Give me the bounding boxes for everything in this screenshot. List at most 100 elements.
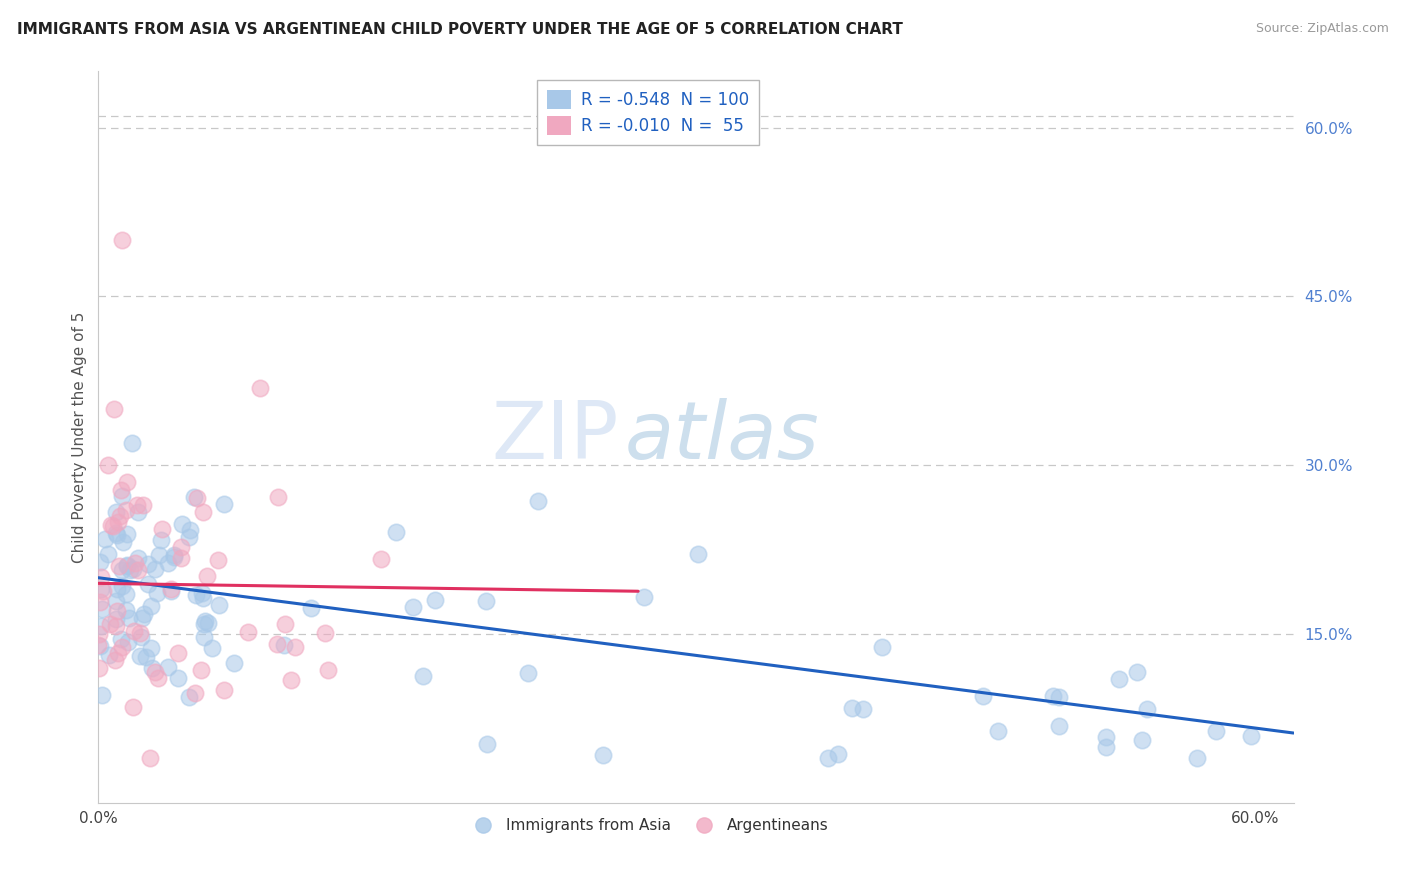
Argentineans [103,401,125,416]
Immigrants from Asia [633,590,655,604]
Immigrants from Asia [1185,751,1208,765]
Immigrants from Asia [127,505,149,519]
Immigrants from Asia [111,489,134,503]
Argentineans [249,381,271,395]
Argentineans [236,625,259,640]
Immigrants from Asia [972,689,994,703]
Immigrants from Asia [94,533,117,547]
Argentineans [139,751,162,765]
Immigrants from Asia [105,582,128,596]
Argentineans [111,640,134,654]
Argentineans [152,522,174,536]
Immigrants from Asia [827,747,849,761]
Immigrants from Asia [1205,724,1227,739]
Text: Source: ZipAtlas.com: Source: ZipAtlas.com [1256,22,1389,36]
Argentineans [170,540,193,554]
Argentineans [124,556,146,570]
Immigrants from Asia [131,611,153,625]
Argentineans [117,475,139,489]
Argentineans [87,638,110,652]
Immigrants from Asia [1042,690,1064,704]
Argentineans [110,233,132,247]
Argentineans [166,646,188,660]
Argentineans [101,519,124,533]
Immigrants from Asia [872,640,894,654]
Immigrants from Asia [299,600,322,615]
Immigrants from Asia [89,555,111,569]
Argentineans [316,663,339,677]
Immigrants from Asia [167,671,190,685]
Immigrants from Asia [110,632,132,647]
Argentineans [370,552,392,566]
Immigrants from Asia [183,490,205,504]
Immigrants from Asia [817,751,839,765]
Argentineans [146,671,169,685]
Immigrants from Asia [112,535,135,549]
Immigrants from Asia [135,649,157,664]
Immigrants from Asia [129,630,152,644]
Immigrants from Asia [121,435,143,450]
Immigrants from Asia [190,585,212,599]
Argentineans [207,552,229,566]
Text: atlas: atlas [624,398,820,476]
Immigrants from Asia [194,614,217,628]
Argentineans [193,505,215,519]
Argentineans [107,516,129,530]
Argentineans [183,685,205,699]
Argentineans [273,616,295,631]
Text: ZIP: ZIP [491,398,619,476]
Argentineans [160,582,183,596]
Argentineans [122,624,145,639]
Argentineans [170,551,193,566]
Immigrants from Asia [208,599,231,613]
Immigrants from Asia [517,665,540,680]
Immigrants from Asia [136,576,159,591]
Immigrants from Asia [136,558,159,572]
Immigrants from Asia [91,688,114,702]
Argentineans [89,595,111,609]
Argentineans [115,503,138,517]
Immigrants from Asia [201,641,224,656]
Argentineans [104,619,127,633]
Immigrants from Asia [526,493,548,508]
Immigrants from Asia [1094,739,1116,754]
Immigrants from Asia [115,527,138,541]
Immigrants from Asia [150,533,173,547]
Immigrants from Asia [160,583,183,598]
Immigrants from Asia [157,556,180,570]
Immigrants from Asia [172,516,194,531]
Immigrants from Asia [105,525,128,540]
Immigrants from Asia [273,638,295,652]
Immigrants from Asia [987,723,1010,738]
Immigrants from Asia [402,599,425,614]
Immigrants from Asia [146,586,169,600]
Immigrants from Asia [162,548,184,562]
Immigrants from Asia [139,599,162,613]
Immigrants from Asia [132,607,155,622]
Argentineans [122,700,145,714]
Immigrants from Asia [475,737,498,751]
Immigrants from Asia [688,548,710,562]
Legend: Immigrants from Asia, Argentineans: Immigrants from Asia, Argentineans [461,812,835,839]
Argentineans [104,653,127,667]
Immigrants from Asia [118,611,141,625]
Immigrants from Asia [474,594,496,608]
Immigrants from Asia [111,579,134,593]
Immigrants from Asia [1130,733,1153,747]
Argentineans [132,499,155,513]
Immigrants from Asia [193,631,215,645]
Immigrants from Asia [122,562,145,576]
Argentineans [98,617,121,632]
Immigrants from Asia [222,657,245,671]
Immigrants from Asia [129,648,152,663]
Argentineans [186,491,208,506]
Immigrants from Asia [184,588,207,602]
Immigrants from Asia [177,530,200,544]
Argentineans [190,663,212,677]
Argentineans [267,490,290,504]
Immigrants from Asia [97,547,120,561]
Immigrants from Asia [104,505,127,519]
Immigrants from Asia [412,669,434,683]
Immigrants from Asia [384,524,406,539]
Immigrants from Asia [90,619,112,633]
